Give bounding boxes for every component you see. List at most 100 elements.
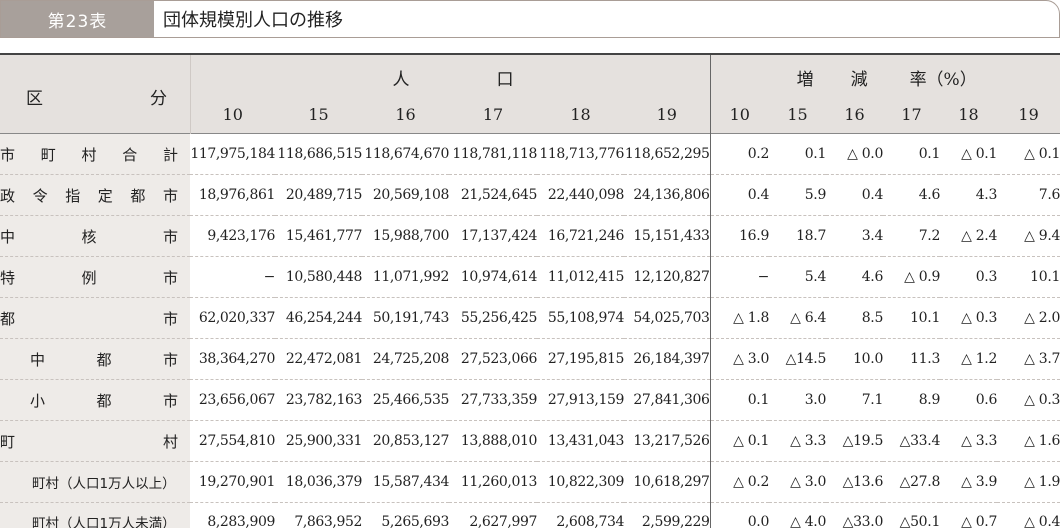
rate-cell: △ 1.2: [940, 338, 997, 380]
header-pop-year: 10: [190, 96, 275, 134]
rate-cell: △ 2.4: [940, 215, 997, 257]
rate-cell: △ 3.0: [709, 338, 769, 380]
row-label-text: 特例市: [0, 268, 178, 287]
rate-cell: △ 2.0: [997, 297, 1060, 339]
table-title: 団体規模別人口の推移: [163, 10, 343, 31]
population-cell: 18,036,379: [275, 461, 362, 503]
population-cell: 21,524,645: [449, 174, 537, 216]
table-title-bar: 第23表 団体規模別人口の推移: [0, 0, 1060, 38]
population-cell: 27,733,359: [449, 379, 537, 421]
rate-cell: △ 3.9: [940, 461, 997, 503]
table-row: 小都市 23,656,067 23,782,163 25,466,535 27,733,…: [0, 379, 1060, 421]
population-cell: 26,184,397: [624, 338, 711, 380]
rate-cell: △ 3.3: [940, 420, 997, 462]
rate-cell: △50.1: [883, 502, 940, 528]
population-cell: 118,652,295: [624, 133, 711, 175]
row-label: 町村: [0, 420, 190, 462]
row-label-text: 政令指定都市: [0, 186, 178, 205]
population-cell: 27,554,810: [190, 420, 275, 462]
population-cell: 27,195,815: [537, 338, 624, 380]
rate-cell: △13.6: [826, 461, 883, 503]
rate-cell: 0.1: [709, 379, 769, 421]
row-label: 町村（人口1万人以上）: [0, 461, 190, 503]
rate-cell: 0.1: [769, 133, 826, 175]
rate-cell: △ 1.6: [997, 420, 1060, 462]
rate-cell: △ 3.3: [769, 420, 826, 462]
population-cell: 10,974,614: [449, 256, 537, 298]
rate-cell: △ 9.4: [997, 215, 1060, 257]
population-cell: 55,256,425: [449, 297, 537, 339]
rate-cell: 7.6: [997, 174, 1060, 216]
rate-cell: △14.5: [769, 338, 826, 380]
table-row: 町村（人口1万人以上） 19,270,901 18,036,379 15,587,43…: [0, 461, 1060, 503]
header-population-char-1: 人: [392, 70, 410, 91]
row-label: 中核市: [0, 215, 190, 257]
table-row: 町村（人口1万人未満） 8,283,909 7,863,952 5,265,693 2,…: [0, 502, 1060, 528]
population-cell: 25,466,535: [362, 379, 449, 421]
population-cell: 15,988,700: [362, 215, 449, 257]
population-cell: 22,440,098: [537, 174, 624, 216]
population-cell: 2,608,734: [537, 502, 624, 528]
population-cell: 13,217,526: [624, 420, 711, 462]
population-cell: 13,431,043: [537, 420, 624, 462]
population-cell: 117,975,184: [190, 133, 275, 175]
population-cell: 27,841,306: [624, 379, 711, 421]
rate-cell: 0.4: [709, 174, 769, 216]
population-cell: 11,260,013: [449, 461, 537, 503]
row-label-text: 中核市: [0, 227, 178, 246]
rate-cell: 8.9: [883, 379, 940, 421]
header-rate-group: 増 減 率（%）: [709, 52, 1060, 97]
rate-cell: 0.6: [940, 379, 997, 421]
population-cell: 16,721,246: [537, 215, 624, 257]
population-cell: 20,853,127: [362, 420, 449, 462]
population-cell: 25,900,331: [275, 420, 362, 462]
table-row: 中核市 9,423,176 15,461,777 15,988,700 17,137,4…: [0, 215, 1060, 257]
row-label-text: 小都市: [30, 391, 178, 410]
population-cell: 46,254,244: [275, 297, 362, 339]
table-row: 特例市 −10,580,448 11,071,992 10,974,614 11,012…: [0, 256, 1060, 298]
population-cell: 8,283,909: [190, 502, 275, 528]
population-cell: −: [190, 256, 275, 298]
rate-cell: 0.2: [709, 133, 769, 175]
row-label: 特例市: [0, 256, 190, 298]
table-number-label: 第23表: [1, 1, 154, 37]
rate-cell: △ 0.9: [883, 256, 940, 298]
rate-cell: 0.4: [826, 174, 883, 216]
header-pop-year: 16: [362, 96, 449, 134]
population-cell: 22,472,081: [275, 338, 362, 380]
population-cell: 2,599,229: [624, 502, 711, 528]
population-cell: 17,137,424: [449, 215, 537, 257]
population-cell: 7,863,952: [275, 502, 362, 528]
row-label: 中都市: [0, 338, 190, 380]
rate-cell: 3.0: [769, 379, 826, 421]
rate-cell: △ 4.0: [769, 502, 826, 528]
rate-cell: 0.0: [709, 502, 769, 528]
rate-cell: 16.9: [709, 215, 769, 257]
population-cell: 15,461,777: [275, 215, 362, 257]
header-rate-char-1: 増: [796, 70, 814, 91]
rate-cell: 7.1: [826, 379, 883, 421]
population-cell: 24,725,208: [362, 338, 449, 380]
rate-cell: 5.9: [769, 174, 826, 216]
population-cell: 27,523,066: [449, 338, 537, 380]
population-cell: 118,781,118: [449, 133, 537, 175]
population-cell: 62,020,337: [190, 297, 275, 339]
header-kubun-char-2: 分: [150, 89, 167, 109]
rate-cell: △ 0.0: [826, 133, 883, 175]
table-row: 都市 62,020,337 46,254,244 50,191,743 55,256,4…: [0, 297, 1060, 339]
population-cell: 118,686,515: [275, 133, 362, 175]
header-rate-char-2: 減: [850, 70, 868, 91]
row-label: 都市: [0, 297, 190, 339]
population-cell: 20,569,108: [362, 174, 449, 216]
population-cell: 9,423,176: [190, 215, 275, 257]
rate-cell: 4.6: [883, 174, 940, 216]
header-rate-year: 15: [769, 96, 827, 134]
header-pop-year: 19: [624, 96, 711, 134]
rate-cell: △ 0.1: [997, 133, 1060, 175]
rate-cell: 8.5: [826, 297, 883, 339]
population-cell: 5,265,693: [362, 502, 449, 528]
population-cell: 2,627,997: [449, 502, 537, 528]
row-label-text: 都市: [0, 309, 178, 328]
header-population-char-2: 口: [496, 70, 514, 91]
rate-cell: 10.1: [997, 256, 1060, 298]
